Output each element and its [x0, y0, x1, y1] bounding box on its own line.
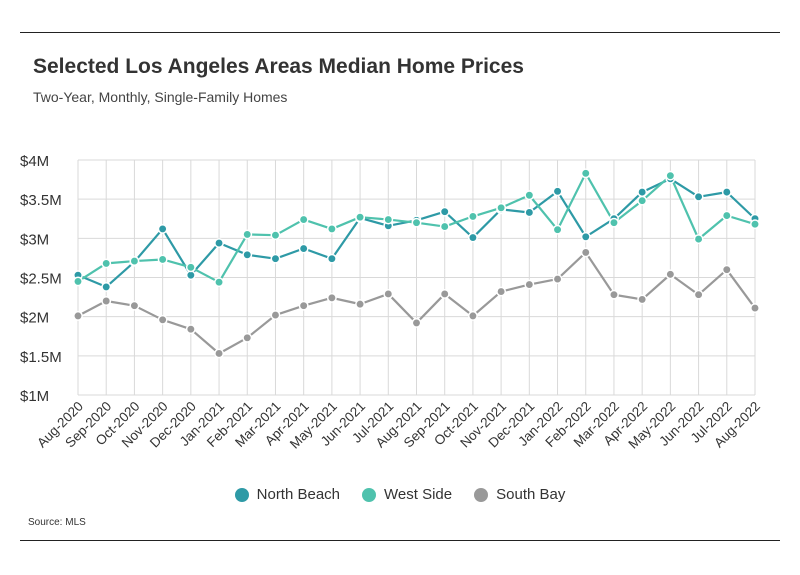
data-point-south-bay: [637, 294, 648, 305]
data-point-west-side: [326, 223, 337, 234]
legend-swatch: [234, 487, 249, 502]
y-tick-label: $3.5M: [20, 192, 62, 209]
bottom-rule: [20, 540, 780, 541]
data-point-west-side: [496, 202, 507, 213]
data-point-north-beach: [298, 243, 309, 254]
line-chart: $1M$1.5M$2M$2.5M$3M$3.5M$4MAug-2020Sep-2…: [20, 153, 763, 452]
data-point-north-beach: [157, 223, 168, 234]
y-tick-label: $3M: [20, 231, 49, 248]
y-tick-label: $2.5M: [20, 271, 62, 288]
legend-label: North Beach: [256, 486, 341, 503]
data-point-west-side: [750, 219, 760, 230]
data-point-west-side: [185, 262, 196, 273]
data-point-west-side: [665, 170, 676, 181]
y-tick-label: $4M: [20, 153, 49, 170]
legend-label: South Bay: [496, 486, 566, 503]
data-point-west-side: [157, 254, 168, 265]
data-point-west-side: [637, 195, 648, 206]
chart-legend: North Beach West Side South Bay: [0, 486, 800, 503]
data-point-north-beach: [552, 186, 563, 197]
data-point-south-bay: [383, 289, 394, 299]
data-point-south-bay: [73, 310, 83, 321]
data-point-north-beach: [214, 238, 224, 248]
data-point-west-side: [383, 214, 394, 225]
data-point-south-bay: [467, 310, 478, 321]
legend-label: West Side: [384, 486, 453, 503]
data-point-south-bay: [326, 292, 337, 303]
legend-swatch: [362, 487, 377, 502]
data-point-south-bay: [157, 314, 168, 325]
data-point-south-bay: [214, 348, 224, 359]
y-tick-label: $1.5M: [20, 349, 62, 366]
data-point-south-bay: [580, 247, 591, 258]
data-point-west-side: [101, 258, 112, 269]
top-rule: [20, 32, 780, 33]
data-point-south-bay: [242, 332, 253, 343]
data-point-north-beach: [637, 187, 648, 198]
data-point-west-side: [609, 217, 619, 228]
source-note: Source: MLS: [28, 517, 86, 528]
data-point-north-beach: [524, 207, 535, 218]
data-point-west-side: [73, 276, 83, 287]
data-point-west-side: [524, 190, 535, 201]
data-point-south-bay: [439, 289, 450, 299]
data-point-west-side: [580, 168, 591, 179]
data-point-north-beach: [101, 281, 112, 292]
data-point-south-bay: [496, 286, 507, 297]
data-point-north-beach: [721, 187, 732, 198]
data-point-west-side: [242, 229, 253, 240]
data-point-north-beach: [580, 231, 591, 242]
data-point-south-bay: [750, 303, 760, 313]
data-point-west-side: [411, 217, 422, 228]
legend-item: South Bay: [474, 486, 565, 503]
data-point-south-bay: [298, 300, 309, 311]
data-point-north-beach: [439, 206, 450, 217]
data-point-west-side: [214, 277, 224, 288]
data-point-north-beach: [242, 249, 253, 260]
data-point-south-bay: [355, 299, 366, 310]
legend-item: North Beach: [234, 486, 341, 503]
data-point-south-bay: [552, 274, 563, 285]
data-point-south-bay: [721, 264, 732, 275]
data-point-north-beach: [693, 191, 704, 202]
data-point-west-side: [270, 230, 281, 241]
data-point-west-side: [721, 210, 732, 221]
chart-subtitle: Two-Year, Monthly, Single-Family Homes: [33, 89, 288, 105]
data-point-north-beach: [326, 253, 337, 264]
data-point-west-side: [439, 221, 450, 232]
data-point-south-bay: [665, 269, 676, 280]
data-point-south-bay: [185, 324, 196, 335]
data-point-west-side: [298, 214, 309, 225]
data-point-north-beach: [270, 253, 281, 264]
data-point-west-side: [355, 212, 366, 223]
data-point-south-bay: [129, 300, 140, 311]
data-point-west-side: [467, 211, 478, 222]
chart-title: Selected Los Angeles Areas Median Home P…: [33, 55, 524, 78]
data-point-west-side: [693, 234, 704, 245]
data-point-west-side: [129, 256, 140, 266]
data-point-south-bay: [609, 289, 619, 300]
data-point-south-bay: [524, 279, 535, 290]
data-point-south-bay: [411, 317, 422, 328]
data-point-south-bay: [270, 310, 281, 321]
legend-swatch: [474, 487, 489, 502]
data-point-south-bay: [101, 296, 112, 306]
data-point-south-bay: [693, 289, 704, 300]
y-tick-label: $1M: [20, 388, 49, 405]
data-point-north-beach: [467, 232, 478, 243]
y-tick-label: $2M: [20, 310, 49, 327]
data-point-west-side: [552, 224, 563, 235]
legend-item: West Side: [362, 486, 452, 503]
